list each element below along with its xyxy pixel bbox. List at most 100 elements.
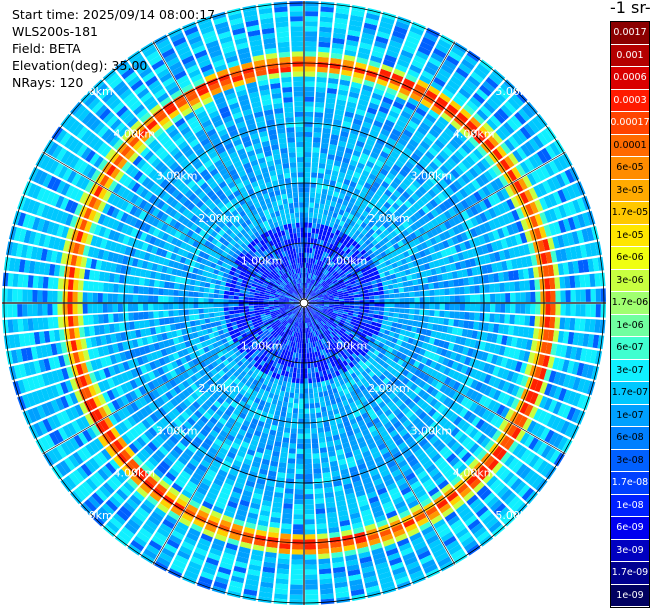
range-bin bbox=[442, 396, 452, 406]
range-bin bbox=[273, 445, 281, 453]
range-bin bbox=[163, 355, 171, 364]
range-bin bbox=[236, 367, 244, 374]
range-bin bbox=[294, 300, 300, 302]
range-bin bbox=[269, 240, 275, 247]
range-bin bbox=[23, 333, 31, 347]
range-bin bbox=[396, 505, 409, 515]
range-bin bbox=[249, 394, 256, 402]
range-bin bbox=[41, 220, 50, 233]
range-bin bbox=[260, 366, 266, 373]
range-bin bbox=[273, 205, 279, 212]
range-bin bbox=[226, 473, 237, 482]
range-bin bbox=[373, 510, 385, 519]
range-bin bbox=[186, 134, 197, 144]
range-bin bbox=[271, 244, 277, 251]
range-bin bbox=[274, 295, 280, 298]
range-bin bbox=[213, 289, 220, 294]
range-bin bbox=[321, 365, 326, 371]
range-bin bbox=[22, 318, 29, 332]
range-bin bbox=[310, 326, 314, 333]
range-bin bbox=[178, 309, 184, 316]
range-bin bbox=[188, 527, 201, 538]
range-bin bbox=[374, 326, 381, 332]
range-bin bbox=[444, 511, 458, 522]
range-bin bbox=[333, 359, 339, 366]
range-bin bbox=[200, 63, 213, 73]
range-bin bbox=[209, 132, 219, 142]
range-bin bbox=[355, 415, 363, 423]
range-bin bbox=[227, 500, 238, 509]
range-bin bbox=[405, 363, 413, 372]
range-bin bbox=[294, 499, 304, 505]
range-bin bbox=[263, 237, 269, 244]
range-bin bbox=[523, 469, 536, 483]
range-bin bbox=[365, 486, 376, 495]
range-bin bbox=[318, 305, 324, 308]
range-bin bbox=[407, 337, 414, 345]
range-bin bbox=[315, 318, 320, 324]
range-bin bbox=[169, 61, 182, 72]
range-bin bbox=[208, 303, 214, 308]
range-bin bbox=[322, 310, 328, 314]
range-bin bbox=[87, 303, 93, 314]
range-bin bbox=[285, 278, 290, 284]
range-bin bbox=[308, 305, 314, 308]
range-bin bbox=[250, 240, 257, 247]
range-bin bbox=[84, 132, 97, 146]
range-bin bbox=[99, 485, 112, 498]
range-bin bbox=[280, 447, 289, 454]
range-bin bbox=[313, 304, 319, 307]
range-bin bbox=[137, 303, 144, 312]
range-bin bbox=[250, 316, 257, 320]
range-bin bbox=[406, 380, 414, 389]
range-bin bbox=[103, 417, 114, 429]
range-bin bbox=[163, 182, 173, 192]
range-bin bbox=[186, 386, 195, 395]
range-bin bbox=[120, 145, 132, 157]
range-bin bbox=[364, 392, 372, 400]
range-bin bbox=[98, 271, 106, 282]
range-bin bbox=[292, 372, 297, 379]
range-bin bbox=[279, 538, 291, 545]
range-bin bbox=[275, 266, 281, 272]
range-bin bbox=[241, 407, 249, 415]
range-bin bbox=[186, 532, 199, 542]
range-bin bbox=[228, 310, 235, 315]
range-bin bbox=[271, 256, 277, 263]
range-bin bbox=[353, 427, 361, 435]
range-bin bbox=[236, 392, 244, 400]
range-bin bbox=[315, 498, 325, 505]
range-bin bbox=[278, 316, 284, 321]
range-bin bbox=[217, 270, 224, 277]
range-bin bbox=[296, 458, 304, 465]
range-bin bbox=[233, 357, 241, 364]
range-bin bbox=[359, 504, 371, 512]
range-bin bbox=[415, 545, 429, 556]
range-bin bbox=[433, 494, 446, 506]
range-bin bbox=[229, 168, 238, 177]
range-bin bbox=[171, 482, 183, 493]
range-bin bbox=[316, 412, 322, 419]
range-bin bbox=[310, 342, 314, 348]
range-bin bbox=[296, 295, 301, 300]
range-bin bbox=[143, 115, 155, 127]
range-bin bbox=[287, 407, 293, 414]
range-bin bbox=[149, 183, 159, 193]
range-bin bbox=[350, 390, 357, 397]
range-bin bbox=[274, 339, 280, 346]
range-bin bbox=[277, 265, 282, 271]
range-bin bbox=[290, 387, 295, 394]
range-bin bbox=[27, 183, 37, 198]
range-bin bbox=[313, 392, 319, 399]
range-bin bbox=[151, 157, 162, 168]
range-bin bbox=[291, 377, 296, 384]
range-bin bbox=[197, 191, 206, 200]
range-bin bbox=[91, 79, 105, 93]
range-bin bbox=[284, 250, 289, 256]
range-bin bbox=[240, 357, 247, 364]
range-bin bbox=[354, 333, 361, 339]
range-bin bbox=[199, 237, 207, 245]
range-bin bbox=[143, 394, 152, 404]
range-bin bbox=[186, 565, 201, 576]
range-bin bbox=[313, 320, 317, 326]
